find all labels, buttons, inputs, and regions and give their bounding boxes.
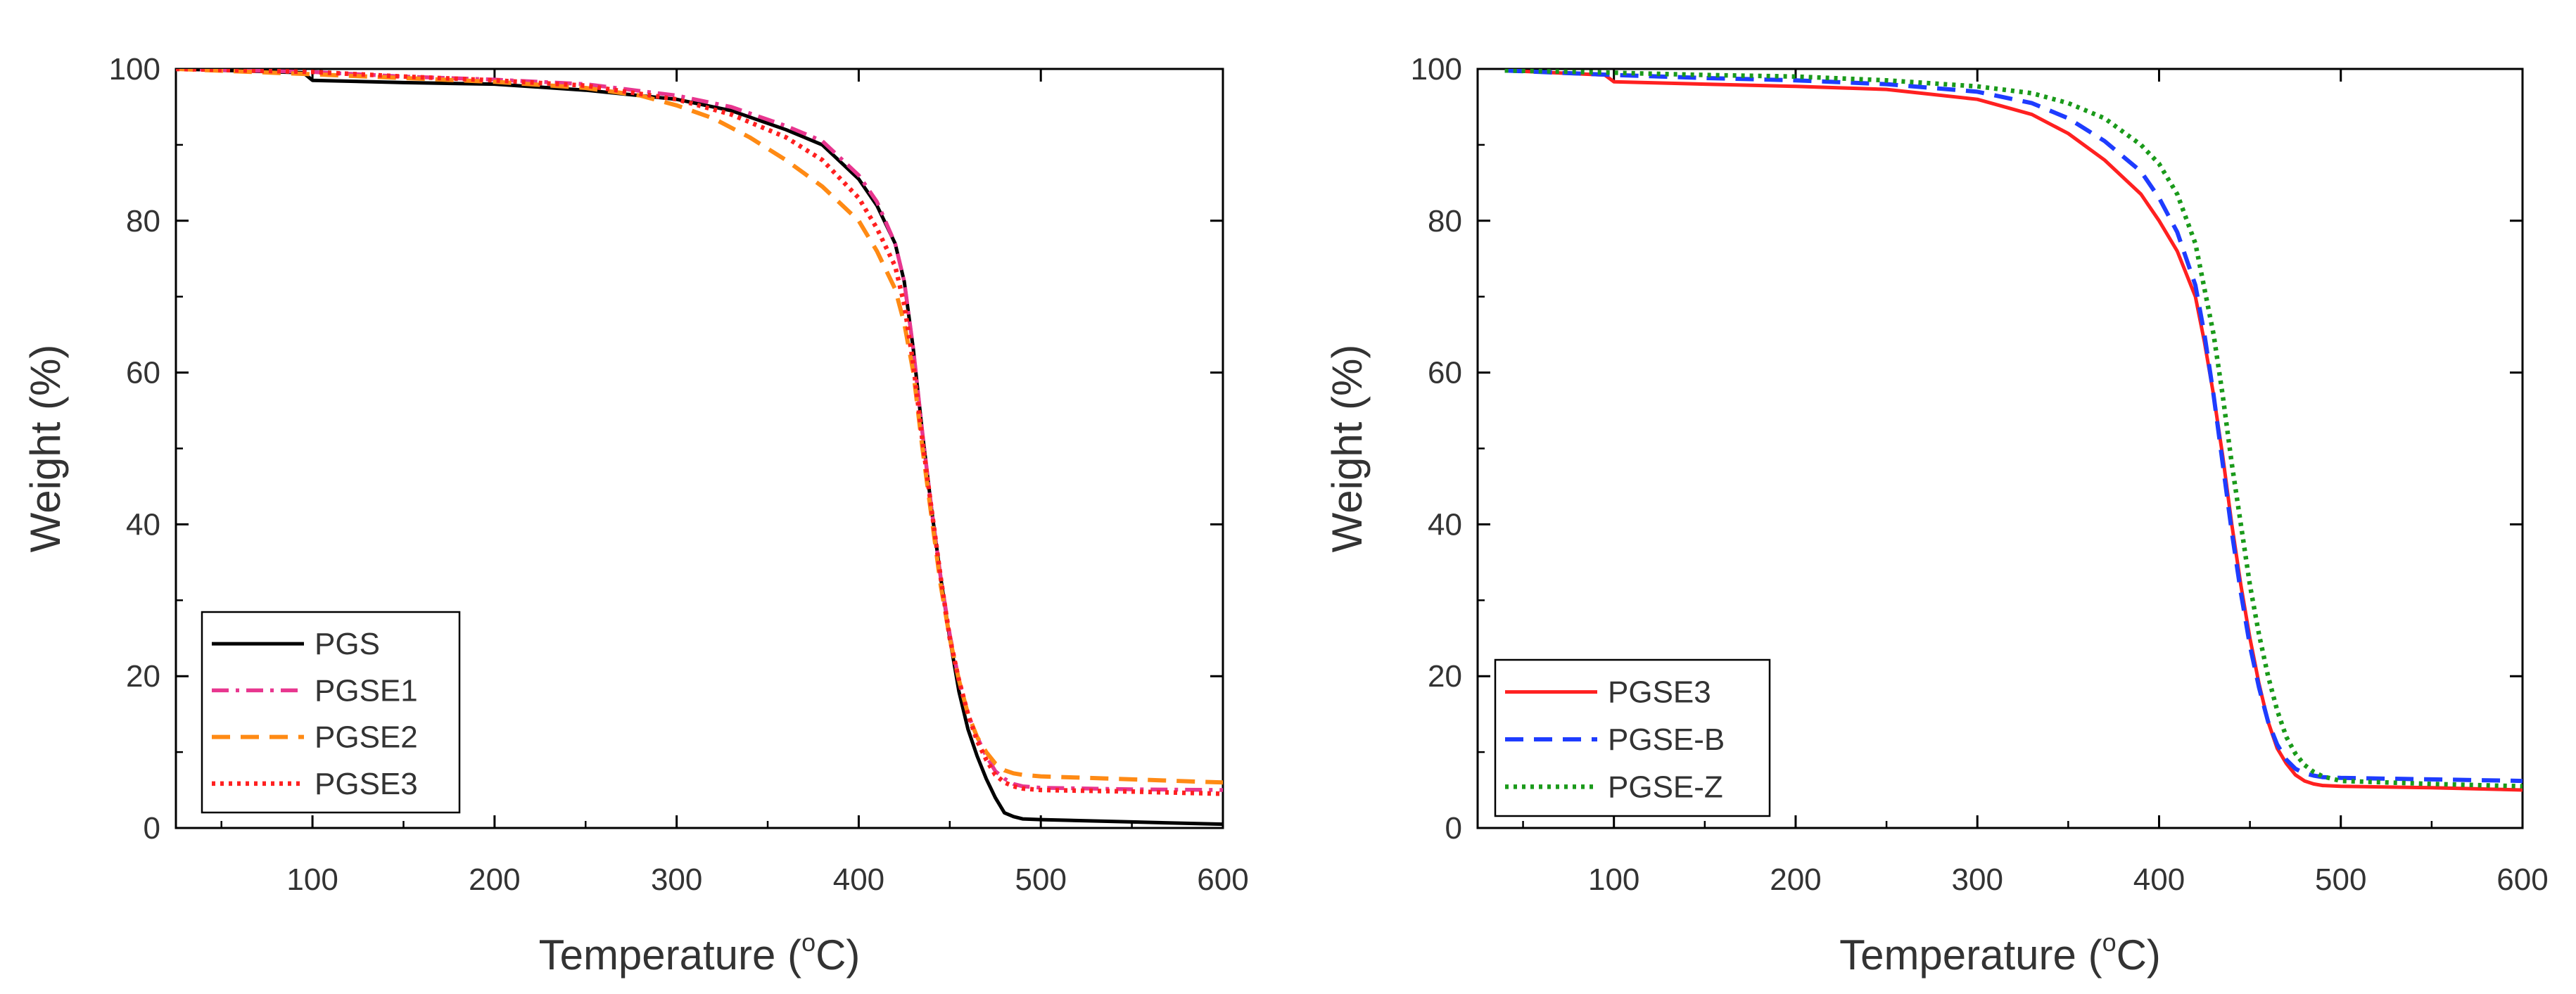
x-tick-label: 300 — [651, 862, 702, 897]
y-tick-label: 40 — [1428, 507, 1462, 542]
y-tick-label: 60 — [126, 356, 160, 390]
y-tick-label: 0 — [1445, 811, 1462, 846]
x-axis-title: Temperature (oC) — [1839, 928, 2161, 979]
legend-label-pgse3: PGSE3 — [315, 767, 418, 801]
x-axis-title: Temperature (oC) — [539, 928, 861, 979]
y-tick-label: 20 — [1428, 659, 1462, 694]
x-tick-label: 600 — [2496, 862, 2548, 897]
y-tick-label: 100 — [1411, 52, 1462, 87]
x-tick-label: 400 — [833, 862, 884, 897]
series-line-pgse1 — [176, 69, 1223, 792]
series-line-pgse3 — [176, 69, 1223, 796]
x-tick-label: 100 — [286, 862, 338, 897]
y-tick-label: 20 — [126, 659, 160, 694]
x-tick-label: 100 — [1588, 862, 1639, 897]
y-tick-label: 40 — [126, 507, 160, 542]
legend-label-pgse-z: PGSE-Z — [1608, 770, 1723, 804]
x-tick-label: 600 — [1197, 862, 1248, 897]
y-axis-title: Weight (%) — [1324, 345, 1371, 553]
y-tick-label: 100 — [109, 52, 160, 87]
y-tick-label: 80 — [126, 204, 160, 238]
x-tick-label: 500 — [2315, 862, 2366, 897]
x-tick-label: 200 — [469, 862, 520, 897]
legend-label-pgse3: PGSE3 — [1608, 675, 1711, 710]
x-tick-label: 400 — [2133, 862, 2185, 897]
legend-label-pgse-b: PGSE-B — [1608, 722, 1725, 757]
x-tick-label: 300 — [1952, 862, 2003, 897]
legend-label-pgse1: PGSE1 — [315, 673, 418, 708]
y-tick-label: 0 — [144, 811, 160, 846]
y-axis-title: Weight (%) — [22, 345, 69, 553]
legend-label-pgs: PGS — [315, 627, 380, 661]
left-tga-panel: 100 200 300 400 500 600 0 20 40 60 80 100 Temperatur… — [22, 52, 1249, 979]
x-tick-label: 200 — [1770, 862, 1821, 897]
y-tick-label: 60 — [1428, 356, 1462, 390]
y-tick-label: 80 — [1428, 204, 1462, 238]
series-line-pgse-z — [1504, 69, 2523, 789]
x-tick-label: 500 — [1015, 862, 1067, 897]
right-tga-panel: 100 200 300 400 500 600 0 20 40 60 80 100 Temperatur… — [1324, 52, 2549, 979]
series-line-pgse-b — [1504, 69, 2523, 784]
legend-label-pgse2: PGSE2 — [315, 720, 418, 755]
